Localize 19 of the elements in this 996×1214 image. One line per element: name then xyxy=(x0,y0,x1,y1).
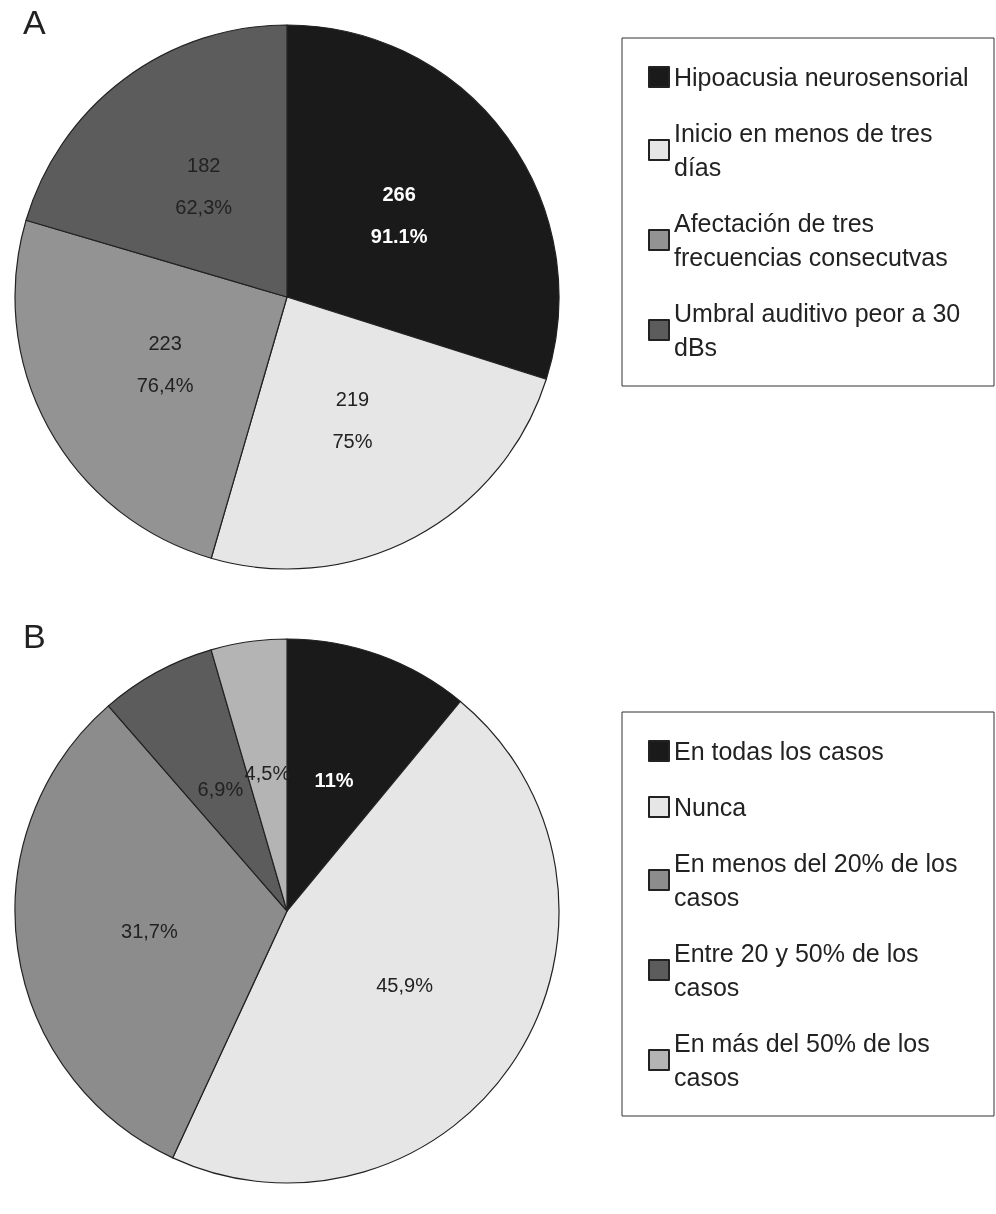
legend-label: Entre 20 y 50% de los casos xyxy=(674,939,926,1001)
legend-label: Umbral auditivo peor a 30 dBs xyxy=(674,299,968,361)
legend-label: En más del 50% de los casos xyxy=(674,1029,937,1091)
chart-title: B xyxy=(23,617,46,655)
legend-label: Inicio en menos de tres días xyxy=(674,119,940,181)
data-label: 31,7% xyxy=(121,919,178,942)
legend-label: En menos del 20% de los casos xyxy=(674,849,965,911)
legend-label: Nunca xyxy=(674,793,747,821)
data-label: 45,9% xyxy=(376,974,434,997)
data-label: 266 91.1% xyxy=(370,182,428,247)
legend-label: Afectación de tres frecuencias consecutvas xyxy=(674,209,948,271)
legend-label: Hipoacusia neurosensorial xyxy=(674,63,969,91)
data-label: 182 62,3% xyxy=(175,153,233,218)
data-label: 219 75% xyxy=(332,387,373,452)
data-label: 6,9% xyxy=(197,777,244,800)
legend-label: En todas los casos xyxy=(674,737,884,765)
data-label: 223 76,4% xyxy=(136,331,194,396)
chart-title: A xyxy=(23,3,46,41)
data-label: 11% xyxy=(314,769,354,792)
